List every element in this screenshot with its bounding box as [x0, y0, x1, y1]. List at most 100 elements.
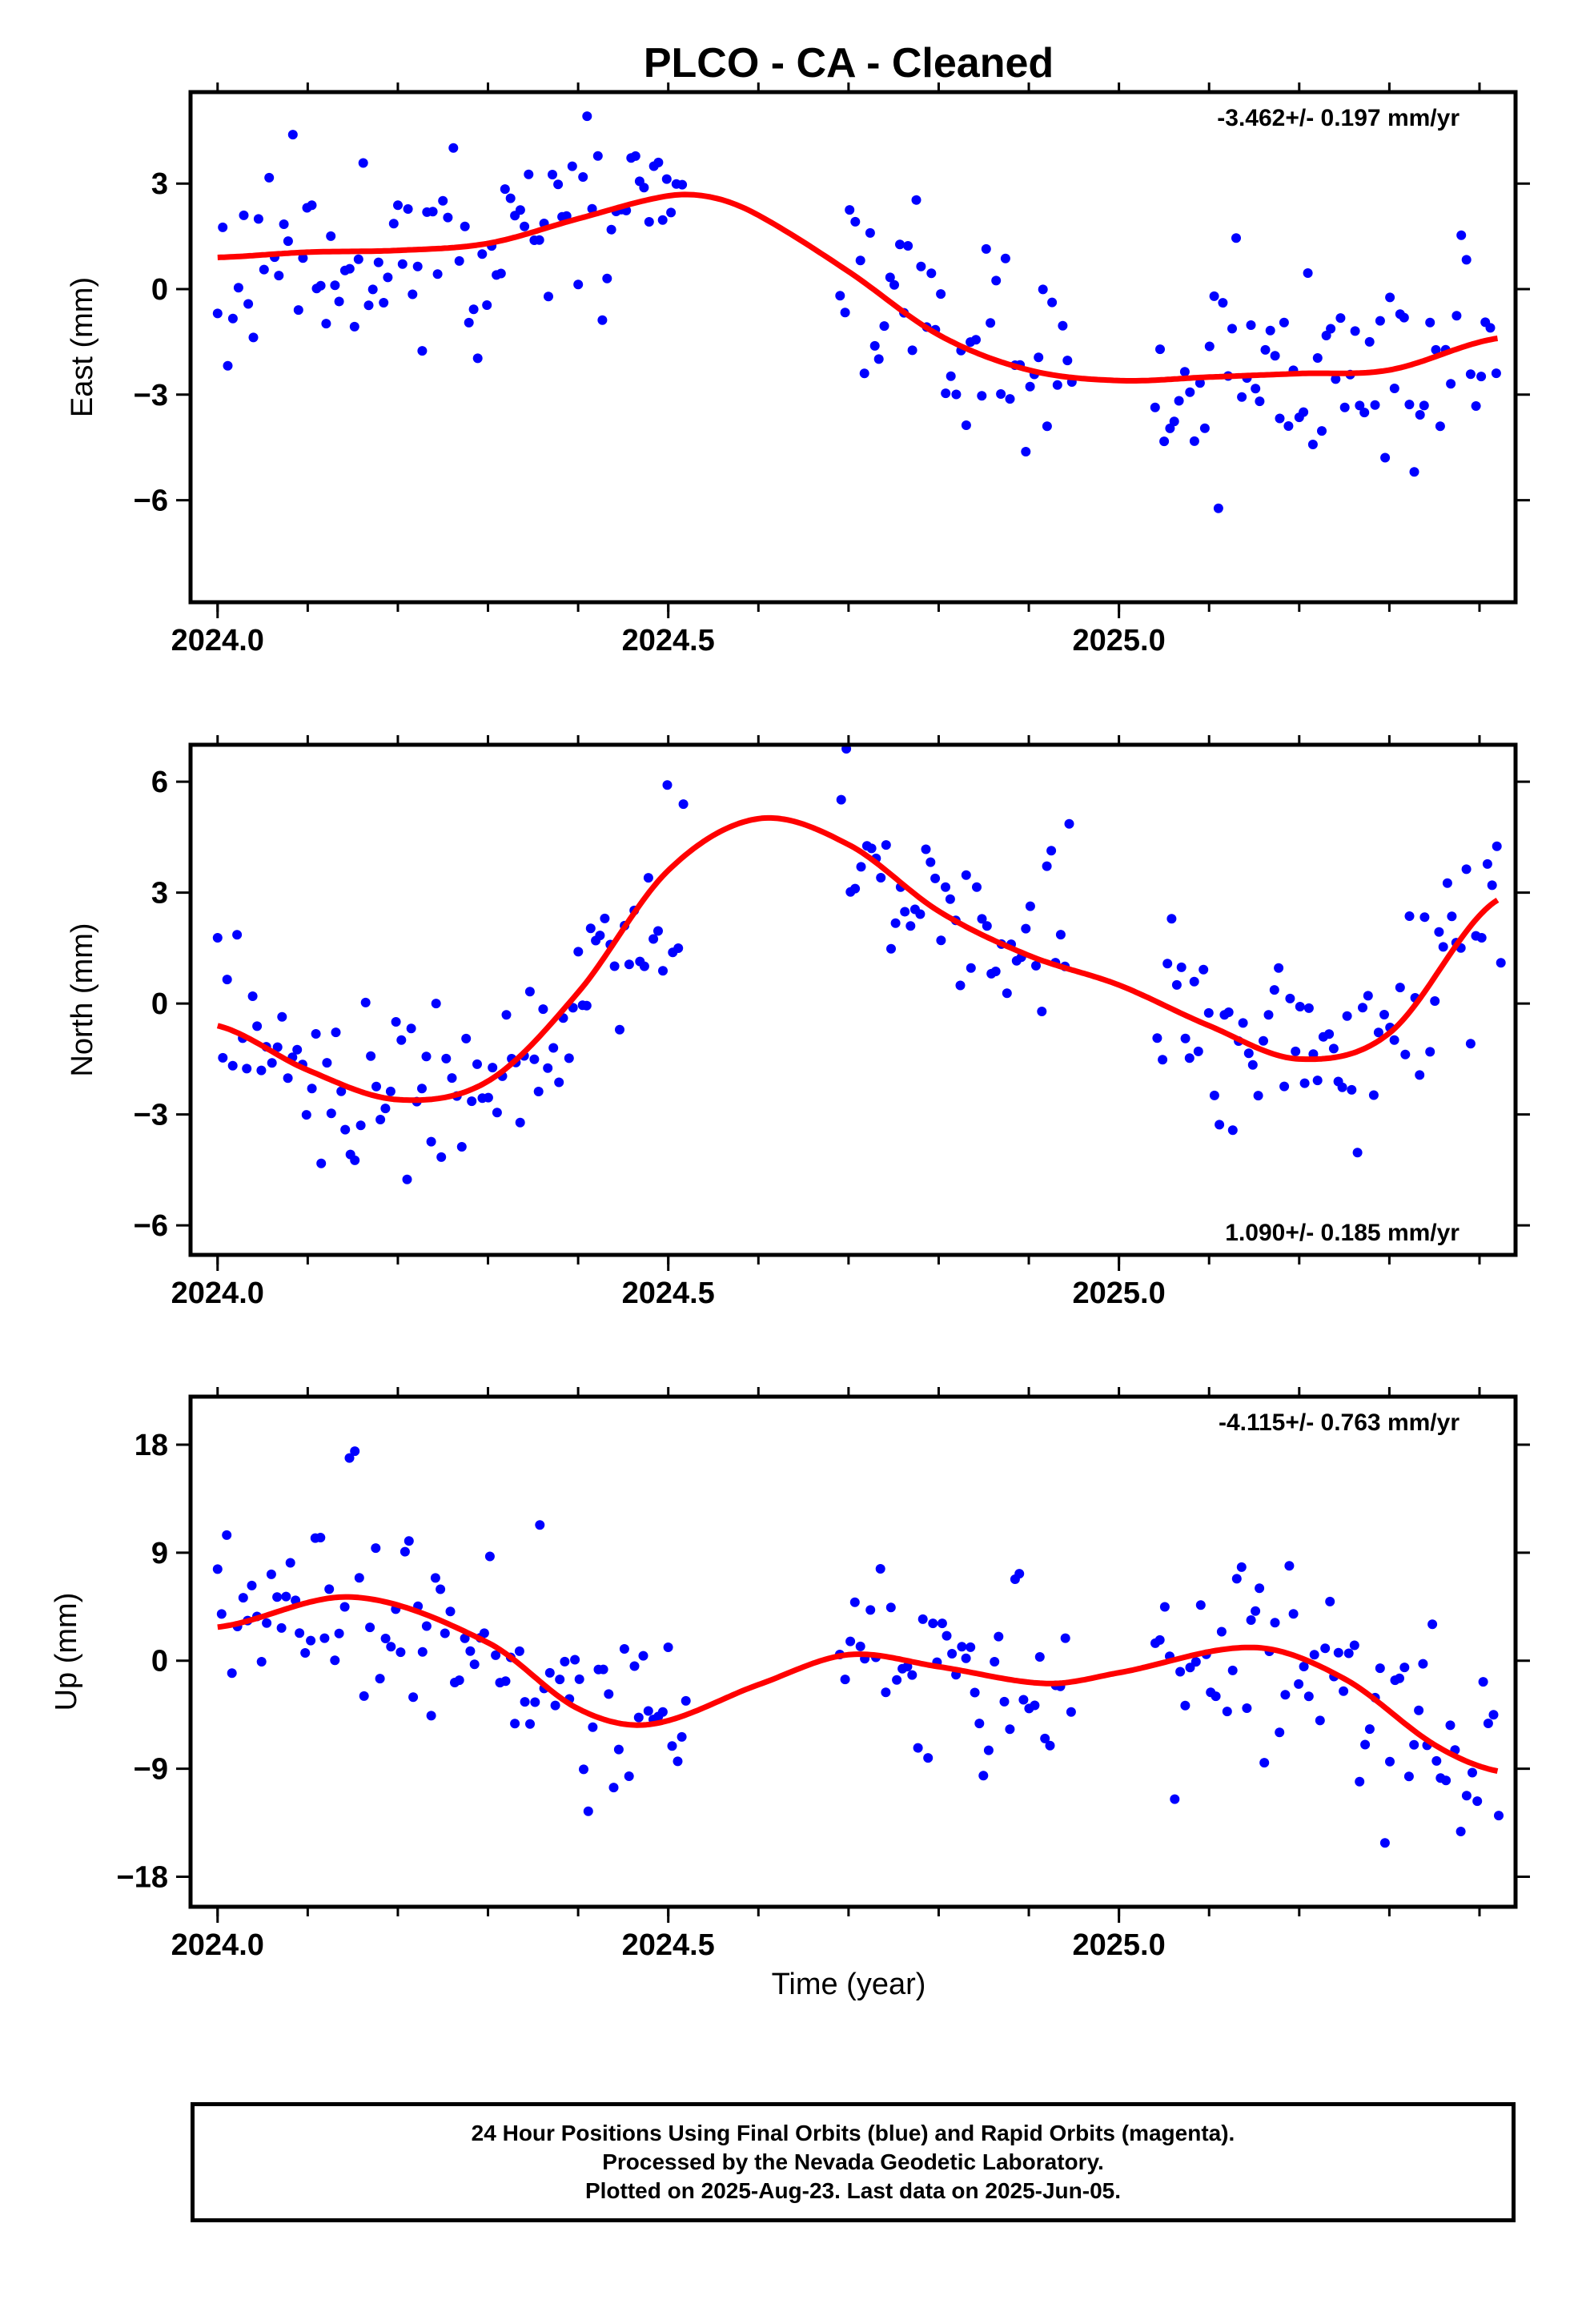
data-point	[1368, 1090, 1379, 1100]
data-point	[262, 1618, 272, 1628]
data-point	[501, 1010, 512, 1020]
data-point	[1199, 964, 1209, 975]
data-point	[1342, 1011, 1352, 1021]
data-point	[1238, 1018, 1248, 1028]
data-point	[873, 354, 884, 364]
data-point	[417, 1084, 427, 1094]
data-point	[1465, 369, 1476, 380]
data-point	[900, 907, 910, 917]
data-point	[990, 967, 1001, 976]
x-tick-label: 2025.0	[1073, 1928, 1166, 1962]
data-point	[1260, 344, 1271, 355]
data-point	[930, 873, 941, 883]
rate-annotation: -3.462+/- 0.197 mm/yr	[1217, 105, 1460, 131]
data-point	[397, 259, 408, 269]
data-point	[1189, 976, 1199, 987]
data-points	[212, 111, 1501, 513]
data-point	[1216, 1626, 1227, 1637]
data-point	[677, 1731, 687, 1742]
data-point	[538, 1004, 548, 1015]
data-point	[375, 1674, 385, 1684]
data-point	[1380, 452, 1391, 463]
data-point	[1176, 962, 1186, 972]
data-point	[1170, 1794, 1180, 1804]
data-point	[1021, 923, 1031, 934]
data-point	[388, 219, 399, 229]
data-point	[1379, 1010, 1389, 1019]
data-point	[945, 894, 955, 904]
y-tick-label: 0	[151, 273, 168, 307]
data-point	[1002, 988, 1012, 999]
data-point	[408, 1692, 419, 1703]
data-point	[1339, 402, 1350, 412]
data-point	[1285, 993, 1295, 1003]
data-point	[1242, 1703, 1252, 1713]
x-tick-label: 2024.5	[622, 1928, 715, 1962]
data-point	[881, 1687, 891, 1698]
data-point	[981, 243, 991, 254]
data-point	[653, 926, 663, 936]
data-point	[436, 1584, 446, 1594]
data-point	[926, 857, 936, 867]
data-point	[1062, 356, 1073, 366]
data-point	[365, 1622, 375, 1633]
data-point	[1040, 1733, 1050, 1743]
data-point	[1180, 1700, 1191, 1711]
data-point	[1159, 1602, 1170, 1612]
data-point	[677, 179, 688, 190]
data-point	[579, 1764, 588, 1775]
data-point	[277, 1011, 287, 1022]
data-point	[1456, 1827, 1466, 1836]
plot-frame	[188, 90, 1518, 605]
data-point	[1335, 313, 1346, 324]
data-point	[1326, 324, 1336, 334]
data-point	[259, 264, 269, 275]
data-point	[428, 207, 438, 217]
data-point	[223, 360, 233, 371]
data-point	[1494, 1811, 1504, 1821]
data-point	[371, 1081, 381, 1092]
x-tick-label: 2025.0	[1073, 1277, 1166, 1310]
data-point	[1485, 323, 1496, 333]
data-point	[615, 1024, 624, 1035]
data-point	[1299, 1662, 1309, 1671]
data-point	[482, 300, 492, 310]
data-point	[1478, 1677, 1488, 1687]
data-point	[1315, 1715, 1325, 1726]
data-point	[1231, 1574, 1242, 1584]
data-point	[606, 224, 616, 235]
y-tick-label: −6	[134, 1209, 168, 1243]
data-point	[1324, 1029, 1335, 1039]
data-point	[1227, 1125, 1238, 1136]
data-point	[1251, 384, 1261, 394]
data-point	[916, 261, 926, 271]
data-point	[319, 1633, 330, 1643]
data-point	[247, 1580, 257, 1590]
data-point	[1171, 979, 1182, 990]
data-point	[1307, 440, 1318, 449]
data-point	[892, 1675, 902, 1685]
data-point	[1347, 1084, 1357, 1095]
data-point	[1243, 1048, 1254, 1059]
data-point	[454, 255, 464, 266]
data-point	[386, 1642, 396, 1652]
data-point	[936, 935, 946, 946]
data-point	[460, 221, 470, 231]
data-point	[840, 308, 850, 318]
data-point	[638, 1651, 648, 1661]
data-point	[1155, 344, 1165, 355]
data-point	[272, 1042, 283, 1052]
data-point	[242, 1063, 252, 1074]
data-point	[855, 255, 865, 266]
data-point	[447, 1073, 457, 1084]
data-point	[1231, 233, 1241, 243]
data-point	[583, 1806, 593, 1816]
data-point	[1427, 1619, 1438, 1630]
data-point	[1343, 1648, 1354, 1659]
data-point	[406, 1023, 416, 1034]
data-point	[657, 215, 668, 225]
data-point	[324, 1584, 335, 1594]
data-point	[1379, 1838, 1390, 1848]
data-point	[1227, 1665, 1238, 1675]
data-point	[233, 283, 243, 293]
